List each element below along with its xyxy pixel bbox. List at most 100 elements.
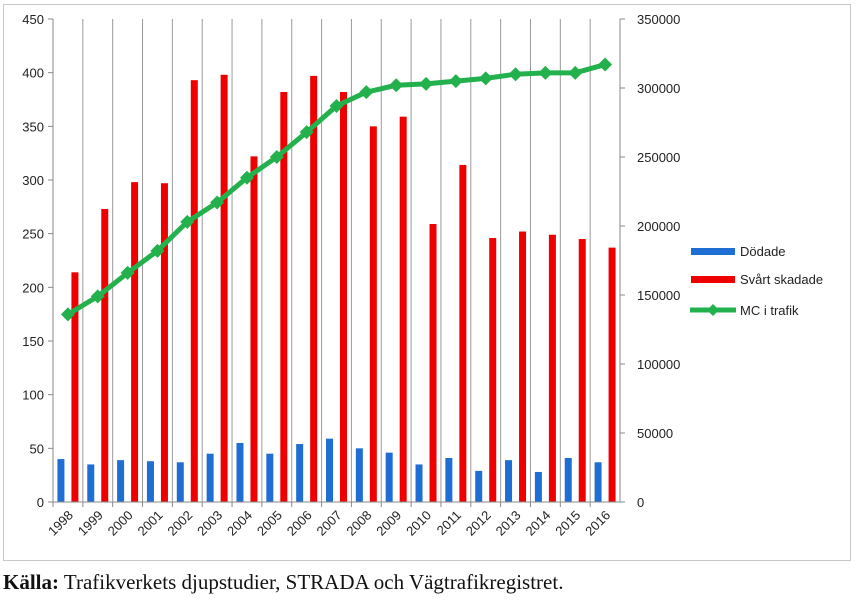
- bar-d-dade: [236, 442, 244, 502]
- point-mc-i-trafik: [598, 57, 613, 72]
- legend-label-dodade: Dödade: [740, 244, 786, 259]
- point-mc-i-trafik: [120, 265, 135, 280]
- y-left-tick-label: 0: [37, 495, 44, 510]
- y-right-tick-label: 300000: [637, 81, 680, 96]
- y-right-tick-label: 250000: [637, 150, 680, 165]
- x-tick-label: 2013: [493, 508, 524, 539]
- y-left-tick-label: 450: [22, 12, 44, 27]
- line-series: [60, 57, 613, 322]
- bar-d-dade: [266, 453, 274, 502]
- bar-d-dade: [117, 460, 125, 502]
- y-right-tick-label: 200000: [637, 219, 680, 234]
- y-right-tick-label: 50000: [637, 426, 673, 441]
- y-left-tick-label: 50: [30, 441, 44, 456]
- x-tick-label: 2001: [135, 508, 166, 539]
- bar-d-dade: [87, 464, 95, 502]
- bar-d-dade: [415, 464, 423, 502]
- point-mc-i-trafik: [478, 71, 493, 86]
- point-mc-i-trafik: [419, 76, 434, 91]
- bar-sv-rt-skadade: [608, 247, 616, 502]
- point-mc-i-trafik: [60, 307, 75, 322]
- y-left-tick-label: 400: [22, 66, 44, 81]
- y-left-tick-label: 200: [22, 280, 44, 295]
- point-mc-i-trafik: [389, 78, 404, 93]
- bars: [57, 74, 616, 503]
- bar-sv-rt-skadade: [548, 234, 556, 503]
- point-mc-i-trafik: [359, 85, 374, 100]
- bar-sv-rt-skadade: [310, 75, 318, 503]
- y-left-tick-label: 100: [22, 388, 44, 403]
- bar-sv-rt-skadade: [131, 182, 139, 502]
- x-tick-label: 2010: [403, 508, 434, 539]
- chart-svg: 0 50 100 150 200 250 300 350 400 450 0 50000 100000 1…: [22, 12, 823, 539]
- bar-d-dade: [475, 470, 483, 502]
- x-tick-label: 2011: [434, 508, 464, 538]
- bar-sv-rt-skadade: [101, 208, 109, 503]
- legend-label-svart-skadade: Svårt skadade: [740, 272, 823, 287]
- x-tick-label: 2004: [224, 508, 255, 539]
- bar-d-dade: [176, 462, 184, 502]
- bar-d-dade: [57, 459, 65, 502]
- bar-sv-rt-skadade: [340, 91, 347, 502]
- x-tick-label: 2008: [343, 508, 374, 539]
- y-right-tick-label: 100000: [637, 357, 680, 372]
- x-tick-label: 2006: [284, 508, 315, 539]
- point-mc-i-trafik: [329, 98, 344, 113]
- legend-swatch-dodade: [691, 248, 735, 255]
- point-mc-i-trafik: [239, 170, 254, 185]
- bar-sv-rt-skadade: [519, 231, 527, 502]
- point-mc-i-trafik: [269, 150, 284, 164]
- bar-sv-rt-skadade: [190, 80, 198, 503]
- point-mc-i-trafik: [538, 65, 553, 80]
- x-tick-label: 2009: [373, 508, 404, 539]
- bar-sv-rt-skadade: [250, 156, 258, 503]
- x-tick-label: 2015: [552, 508, 583, 539]
- bar-sv-rt-skadade: [280, 91, 288, 502]
- y-left-tick-label: 250: [22, 227, 44, 242]
- x-tick-label: 2007: [314, 508, 345, 539]
- source-caption: Källa: Trafikverkets djupstudier, STRADA…: [3, 570, 563, 595]
- x-tick-label: 1999: [75, 508, 106, 539]
- y-right-tick-label: 0: [637, 495, 644, 510]
- x-tick-label: 2002: [164, 508, 195, 539]
- bar-d-dade: [146, 461, 154, 502]
- bar-d-dade: [445, 457, 453, 502]
- bar-sv-rt-skadade: [399, 116, 407, 502]
- point-mc-i-trafik: [568, 65, 583, 80]
- chart-frame: 0 50 100 150 200 250 300 350 400 450 0 50000 100000 1…: [3, 4, 851, 561]
- bar-sv-rt-skadade: [459, 164, 467, 502]
- point-mc-i-trafik: [448, 74, 463, 89]
- caption-text: Trafikverkets djupstudier, STRADA och Vä…: [59, 570, 564, 594]
- legend: Dödade Svårt skadade MC i trafik: [690, 244, 823, 318]
- point-mc-i-trafik: [180, 214, 195, 229]
- bar-d-dade: [355, 448, 363, 502]
- y-left-tick-label: 150: [22, 334, 44, 349]
- bar-sv-rt-skadade: [71, 272, 79, 502]
- y-left-tick-label: 300: [22, 173, 44, 188]
- legend-label-mc-i-trafik: MC i trafik: [740, 303, 799, 318]
- bar-d-dade: [206, 453, 214, 502]
- point-mc-i-trafik: [90, 289, 105, 304]
- x-tick-label: 2016: [582, 508, 613, 539]
- bar-sv-rt-skadade: [429, 224, 437, 503]
- x-tick-label: 2005: [254, 508, 285, 539]
- bar-sv-rt-skadade: [578, 239, 586, 503]
- bar-sv-rt-skadade: [369, 126, 377, 502]
- point-mc-i-trafik: [210, 195, 225, 210]
- bar-d-dade: [385, 452, 393, 502]
- x-tick-label: 2003: [194, 508, 225, 539]
- bar-sv-rt-skadade: [160, 183, 168, 502]
- y-right-tick-label: 350000: [637, 12, 680, 27]
- point-mc-i-trafik: [508, 67, 523, 82]
- bar-d-dade: [564, 457, 572, 502]
- y-left-tick-label: 350: [22, 119, 44, 134]
- point-mc-i-trafik: [299, 125, 314, 140]
- x-tick-label: 2000: [105, 508, 136, 539]
- x-tick-label: 2014: [522, 508, 553, 539]
- bar-d-dade: [296, 444, 304, 502]
- legend-marker-mc-i-trafik: [707, 304, 719, 316]
- bar-d-dade: [534, 471, 542, 502]
- y-right-tick-label: 150000: [637, 288, 680, 303]
- point-mc-i-trafik: [150, 243, 165, 258]
- bar-d-dade: [326, 438, 333, 502]
